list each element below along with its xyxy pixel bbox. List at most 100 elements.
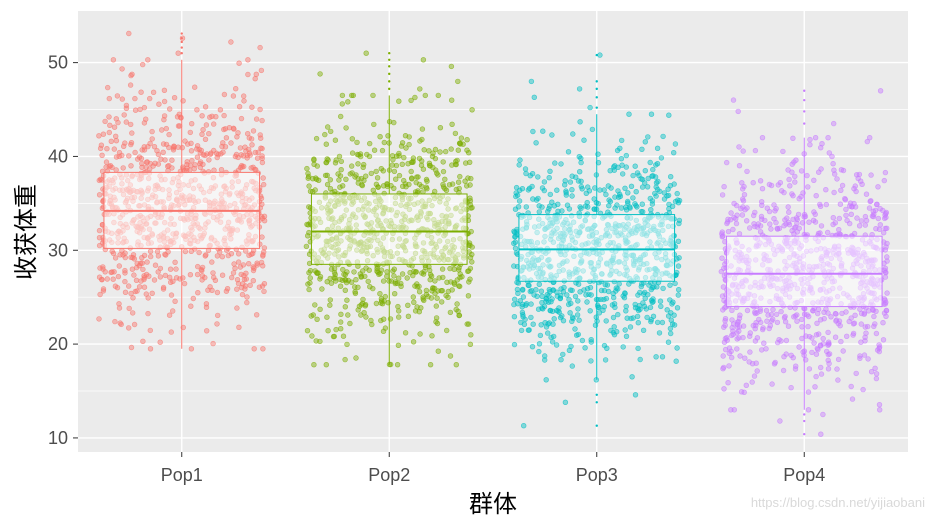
data-point [535,195,541,202]
data-point [722,335,729,342]
data-point [730,331,736,337]
data-point [665,192,672,199]
data-point [547,289,553,295]
data-point [734,212,740,218]
data-point [123,105,130,112]
data-point [126,153,132,159]
data-point [433,167,439,173]
data-point [455,308,461,314]
data-point [773,219,779,226]
data-point [128,163,134,169]
data-point [354,139,360,146]
data-point [132,149,138,156]
data-point [863,217,870,224]
data-point [194,146,200,152]
data-point [171,94,178,101]
data-point [530,321,536,327]
data-point [771,202,777,208]
data-point [876,407,883,413]
data-point [588,358,594,364]
data-point [630,195,636,201]
data-point [214,289,221,296]
data-point [531,94,537,101]
data-point [363,265,369,271]
data-point [537,332,544,339]
data-point [373,181,380,188]
data-point [207,284,213,290]
data-point [427,362,434,368]
data-point [231,261,237,267]
data-point [151,277,158,283]
data-point [815,169,822,175]
data-point [566,347,573,353]
data-point [817,203,824,210]
data-point [219,272,226,278]
data-point [777,180,783,186]
data-point [850,330,857,337]
data-point [519,286,526,293]
data-point [736,144,742,150]
data-point [259,159,266,166]
data-point [317,306,323,312]
data-point [601,187,607,193]
data-point [413,269,419,275]
data-point [249,104,255,110]
data-point [195,263,201,270]
data-point [511,296,518,302]
data-point [167,274,173,280]
data-point [349,92,355,99]
data-point [440,168,447,175]
data-point [252,75,258,82]
data-point [236,60,242,66]
data-point [344,297,350,303]
data-point [811,177,817,184]
data-point [536,341,543,347]
data-point [437,149,443,155]
data-point [793,215,800,221]
data-point [519,186,526,192]
data-point [583,190,589,197]
data-point [408,168,414,175]
data-point [432,155,439,162]
data-point [861,352,868,358]
data-point [172,298,178,304]
data-point [780,367,787,374]
data-point [640,300,646,306]
data-point [584,199,590,206]
data-point [667,282,673,288]
data-point [380,328,387,334]
data-point [829,153,835,160]
data-point [864,138,870,145]
data-point [111,146,118,152]
data-point [623,152,629,159]
data-point [528,78,535,85]
data-point [233,85,239,92]
data-point [261,288,267,295]
data-point [333,326,339,333]
data-point [345,312,351,318]
data-point [562,178,568,184]
data-point [411,299,417,305]
data-point [467,341,474,347]
data-point [669,301,675,307]
data-point [223,135,230,141]
data-point [218,167,225,173]
data-point [463,160,469,166]
data-point [733,202,740,209]
data-point [432,146,439,153]
data-point [440,159,446,165]
data-point [144,259,150,265]
data-point [429,333,435,339]
data-point [443,292,449,299]
data-point [198,147,205,154]
data-point [342,356,348,363]
data-point [740,334,746,341]
outlier-point [595,80,598,83]
data-point [435,348,441,354]
data-point [547,168,553,175]
x-axis-title: 群体 [469,490,517,518]
data-point [541,187,547,194]
data-point [396,314,402,320]
data-point [191,166,198,172]
data-point [466,240,473,246]
